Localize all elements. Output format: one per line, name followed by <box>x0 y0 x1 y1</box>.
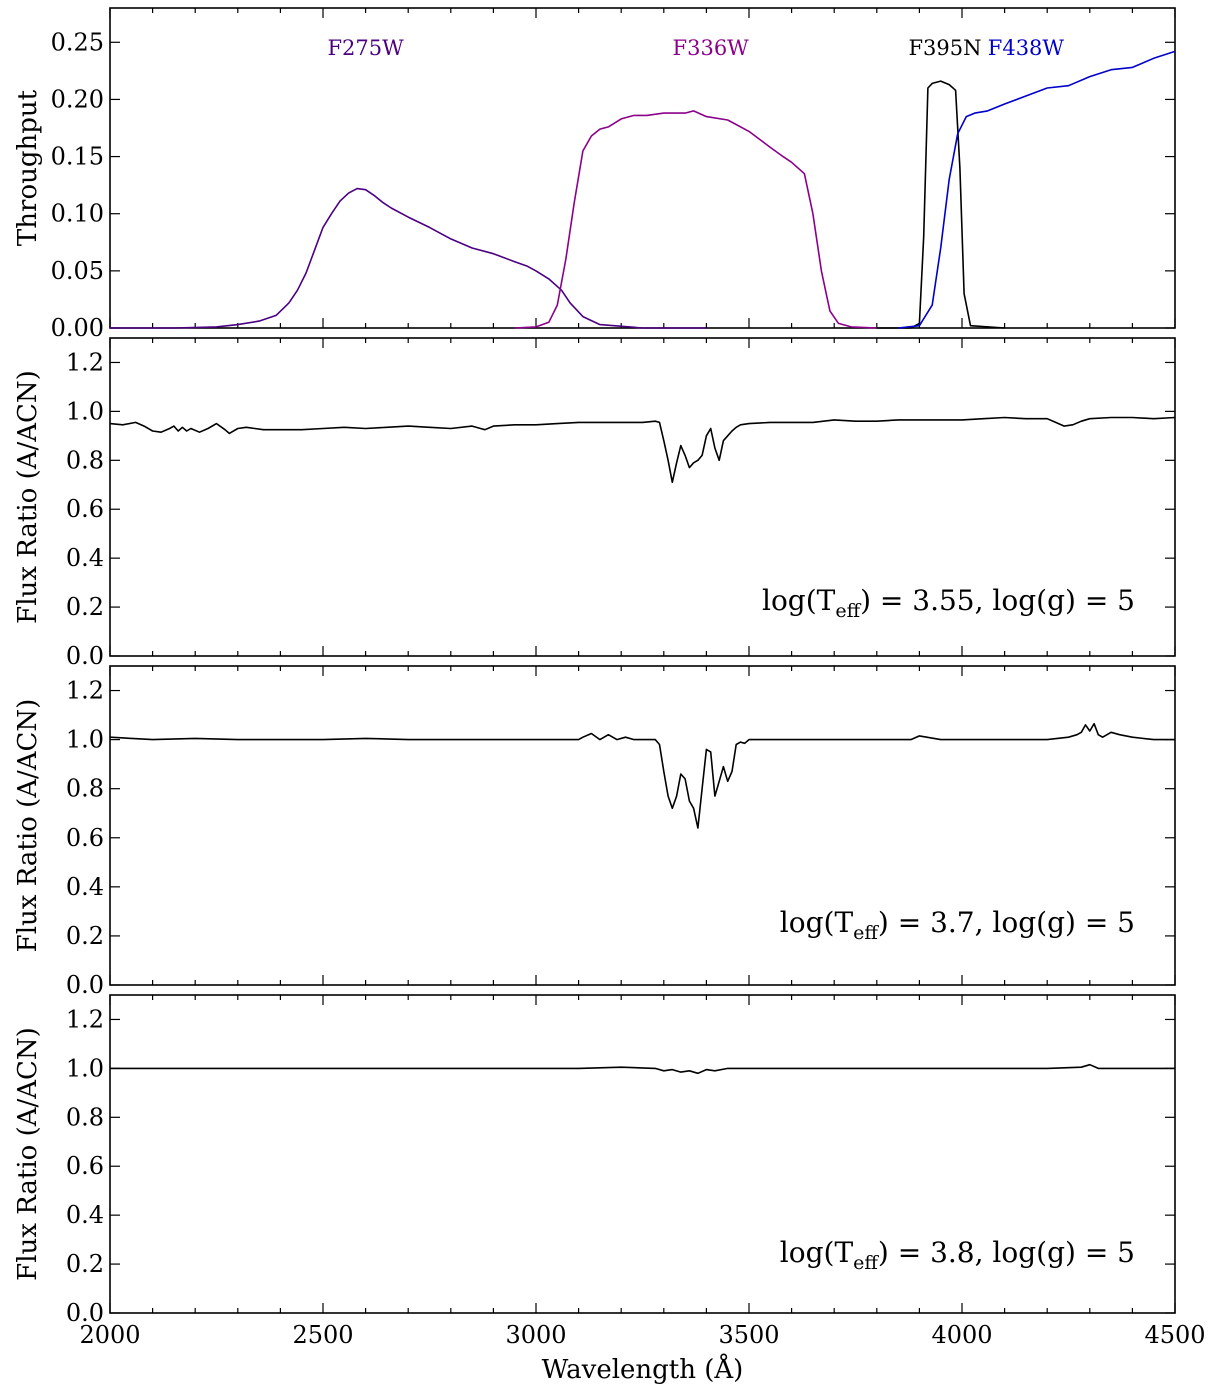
y-tick-label: 0.00 <box>51 314 104 342</box>
y-tick-label: 0.4 <box>66 544 104 572</box>
y-tick-label: 0.0 <box>66 642 104 670</box>
panel-annotation: log(Teff) = 3.7, log(g) = 5 <box>780 906 1135 944</box>
panel-annotation: log(Teff) = 3.8, log(g) = 5 <box>780 1236 1135 1274</box>
y-axis-title: Flux Ratio (A/ACN) <box>13 370 43 624</box>
plot-frame <box>109 337 1176 657</box>
y-tick-label: 0.2 <box>66 593 104 621</box>
plot-frame <box>109 665 1176 986</box>
panel-annotation: log(Teff) = 3.55, log(g) = 5 <box>762 584 1135 622</box>
panel-ratio-2: 0.0 0.2 0.4 0.6 0.8 1.0 1.2 Flux Ratio (A/ACN) l… <box>13 665 1176 999</box>
y-tick-label: 1.0 <box>66 397 104 425</box>
y-tick-label: 0.10 <box>51 200 104 228</box>
x-tick-label: 3500 <box>718 1321 779 1349</box>
y-tick-label: 1.0 <box>66 1054 104 1082</box>
filter-label-f438w: F438W <box>988 36 1065 60</box>
series-f275w <box>110 187 707 329</box>
x-tick-label: 2000 <box>79 1321 140 1349</box>
x-tick-label: 4500 <box>1144 1321 1205 1349</box>
panel-ratio-3: 2000 2500 3000 3500 4000 4500 0.0 0.2 0.4 0.6 0.8 1… <box>13 994 1206 1385</box>
y-tick-label: 0.25 <box>51 28 104 56</box>
y-tick-label: 0.8 <box>66 1103 104 1131</box>
y-axis-title: Flux Ratio (A/ACN) <box>13 1027 43 1281</box>
y-tick-label: 1.2 <box>66 1005 104 1033</box>
y-tick-label: 0.20 <box>51 85 104 113</box>
y-tick-label: 0.0 <box>66 971 104 999</box>
series-flux-ratio <box>109 722 1175 829</box>
y-tick-label: 0.05 <box>51 257 104 285</box>
filter-label-f275w: F275W <box>327 36 404 60</box>
series-f438w <box>898 50 1176 329</box>
filter-label-f395n: F395N <box>908 36 981 60</box>
series-f395n <box>876 80 1005 329</box>
y-tick-label: 1.0 <box>66 726 104 754</box>
y-axis-title: Flux Ratio (A/ACN) <box>13 699 43 953</box>
x-axis-title: Wavelength (Å) <box>542 1353 744 1385</box>
x-tick-label: 3000 <box>505 1321 566 1349</box>
y-tick-label: 0.4 <box>66 1201 104 1229</box>
filter-label-f336w: F336W <box>673 36 750 60</box>
y-tick-label: 1.2 <box>66 348 104 376</box>
y-tick-label: 0.2 <box>66 1250 104 1278</box>
y-tick-label: 0.6 <box>66 824 104 852</box>
y-tick-label: 0.0 <box>66 1299 104 1327</box>
y-tick-label: 0.6 <box>66 1152 104 1180</box>
y-tick-label: 0.8 <box>66 446 104 474</box>
series-flux-ratio <box>109 416 1176 484</box>
y-tick-label: 0.4 <box>66 873 104 901</box>
y-tick-label: 0.6 <box>66 495 104 523</box>
y-axis-title: Throughput <box>13 89 43 246</box>
panel-throughput: 0.00 0.05 0.10 0.15 0.20 0.25 Throughput F275W F… <box>13 7 1176 342</box>
x-tick-label: 2500 <box>292 1321 353 1349</box>
y-tick-label: 0.8 <box>66 775 104 803</box>
plot-frame <box>109 994 1176 1314</box>
x-tick-label: 4000 <box>931 1321 992 1349</box>
y-tick-label: 1.2 <box>66 677 104 705</box>
y-tick-label: 0.2 <box>66 922 104 950</box>
series-f336w <box>514 110 877 329</box>
panel-ratio-1: 0.0 0.2 0.4 0.6 0.8 1.0 1.2 Flux Ratio (A/ACN) l… <box>13 337 1176 670</box>
y-tick-label: 0.15 <box>51 143 104 171</box>
series-flux-ratio <box>110 1063 1175 1075</box>
